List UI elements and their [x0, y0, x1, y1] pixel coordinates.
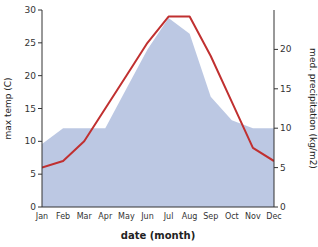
y2-tick-label: 20 — [280, 44, 292, 54]
y-tick-label: 0 — [30, 202, 36, 212]
y-tick — [38, 10, 42, 11]
y-tick — [38, 108, 42, 109]
x-tick-label: Nov — [245, 212, 261, 221]
y2-axis-label: med. precipitation (kg/m2) — [308, 48, 318, 169]
y2-tick-label: 15 — [280, 84, 291, 94]
x-tick-label: Oct — [225, 212, 239, 221]
y-tick-label: 30 — [25, 5, 37, 15]
y2-tick — [274, 88, 278, 89]
x-tick-label: Aug — [182, 212, 198, 221]
y-tick-label: 5 — [30, 169, 36, 179]
axes: 0 5 10 15 20 25 30 0 5 10 15 20 Jan Feb Mar Apr May Jun Ju… — [25, 5, 292, 221]
x-tick-label: Apr — [98, 212, 113, 221]
x-tick-label: Jan — [35, 212, 48, 221]
area — [42, 18, 274, 207]
plot-area — [42, 17, 274, 207]
y2-axis-line — [274, 10, 275, 207]
y-tick — [38, 141, 42, 142]
y-tick-label: 10 — [25, 136, 37, 146]
chart: 0 5 10 15 20 25 30 0 5 10 15 20 Jan Feb Mar Apr May Jun Ju… — [0, 0, 318, 247]
y-tick — [38, 42, 42, 43]
x-tick-label: May — [118, 212, 135, 221]
x-axis-line — [42, 207, 274, 208]
background — [0, 0, 318, 247]
y-axis-label: max temp (C) — [3, 77, 13, 139]
x-tick-label: Jun — [140, 212, 154, 221]
y2-tick — [274, 128, 278, 129]
x-axis-label: date (month) — [121, 230, 195, 241]
y-tick-label: 25 — [25, 38, 36, 48]
x-tick-label: Sep — [203, 212, 218, 221]
x-tick-label: Mar — [77, 212, 93, 221]
y2-tick — [274, 167, 278, 168]
x-tick-label: Dec — [266, 212, 281, 221]
y2-tick — [274, 49, 278, 50]
y2-tick — [274, 207, 278, 208]
line — [42, 17, 274, 168]
y-tick — [38, 207, 42, 208]
y-tick — [38, 75, 42, 76]
x-tick-label: Feb — [56, 212, 70, 221]
y2-tick-label: 5 — [280, 163, 286, 173]
y-tick — [38, 174, 42, 175]
y-tick-label: 15 — [25, 104, 36, 114]
y2-tick-label: 0 — [280, 202, 286, 212]
y-tick-label: 20 — [25, 71, 37, 81]
x-tick-label: Jul — [163, 212, 174, 221]
y2-tick-label: 10 — [280, 123, 292, 133]
